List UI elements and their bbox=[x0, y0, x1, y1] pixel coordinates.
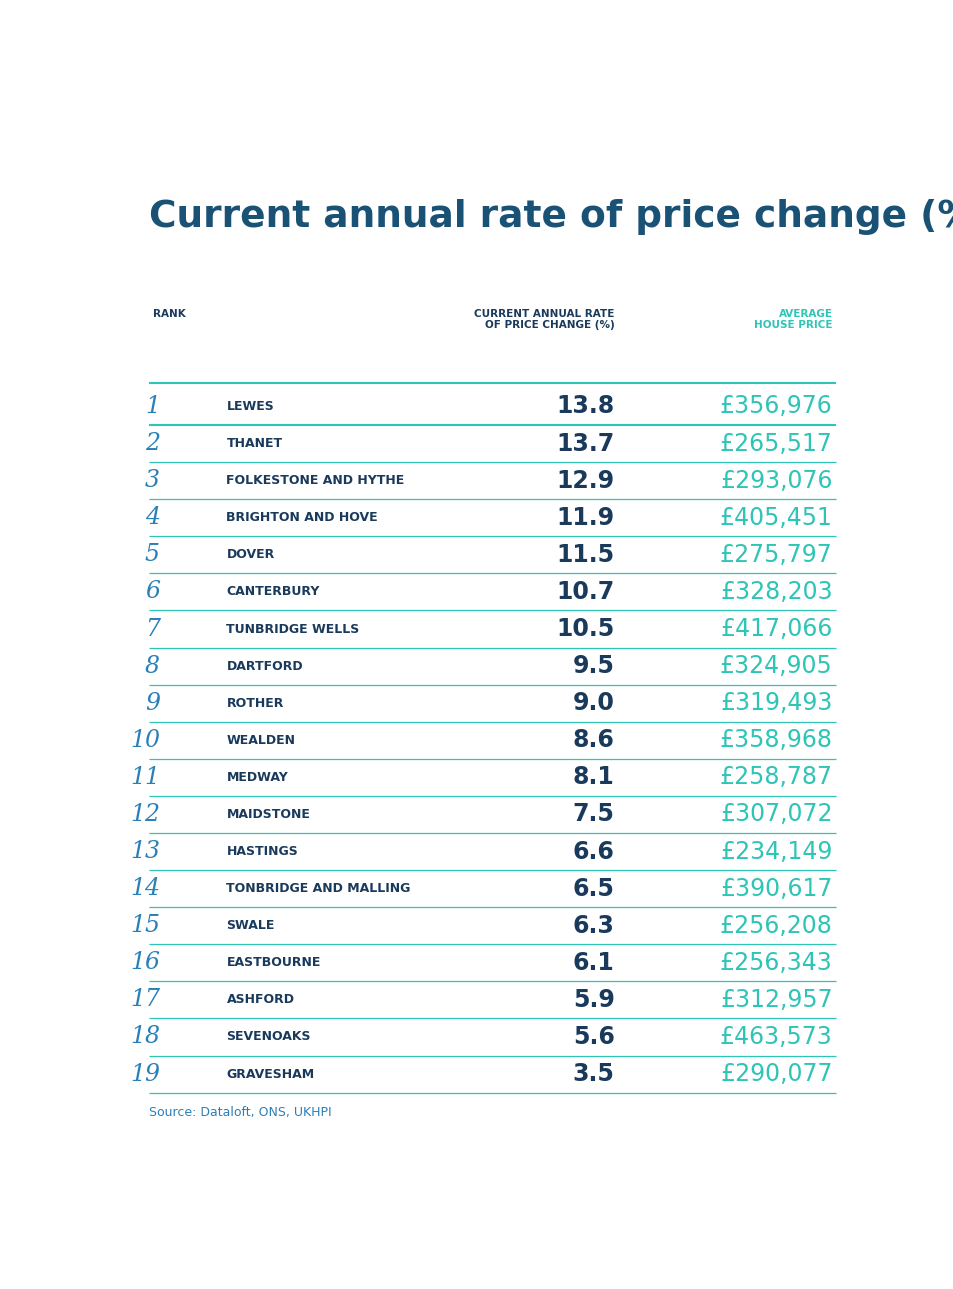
Text: SWALE: SWALE bbox=[226, 919, 274, 932]
Text: 9.5: 9.5 bbox=[572, 654, 614, 678]
Text: 12: 12 bbox=[130, 803, 160, 826]
Text: £258,787: £258,787 bbox=[719, 766, 832, 789]
Text: BRIGHTON AND HOVE: BRIGHTON AND HOVE bbox=[226, 512, 377, 525]
Text: 11.5: 11.5 bbox=[556, 543, 614, 567]
Text: CANTERBURY: CANTERBURY bbox=[226, 585, 319, 598]
Text: 8.6: 8.6 bbox=[572, 728, 614, 753]
Text: 9.0: 9.0 bbox=[572, 691, 614, 715]
Text: 10: 10 bbox=[130, 728, 160, 751]
Text: LEWES: LEWES bbox=[226, 400, 274, 412]
Text: £234,149: £234,149 bbox=[720, 839, 832, 864]
Text: £328,203: £328,203 bbox=[720, 580, 832, 605]
Text: 6.6: 6.6 bbox=[572, 839, 614, 864]
Text: 10.7: 10.7 bbox=[556, 580, 614, 605]
Text: 15: 15 bbox=[130, 914, 160, 937]
Text: 19: 19 bbox=[130, 1062, 160, 1085]
Text: £312,957: £312,957 bbox=[720, 987, 832, 1012]
Text: 11: 11 bbox=[130, 766, 160, 789]
Text: 9: 9 bbox=[145, 692, 160, 714]
Text: £293,076: £293,076 bbox=[720, 469, 832, 492]
Text: £256,208: £256,208 bbox=[720, 914, 832, 937]
Text: £390,617: £390,617 bbox=[720, 877, 832, 901]
Text: £265,517: £265,517 bbox=[720, 432, 832, 455]
Text: ASHFORD: ASHFORD bbox=[226, 994, 294, 1007]
Text: 14: 14 bbox=[130, 877, 160, 900]
Text: £275,797: £275,797 bbox=[720, 543, 832, 567]
Text: £256,343: £256,343 bbox=[720, 951, 832, 974]
Text: RANK: RANK bbox=[152, 308, 185, 318]
Text: CURRENT ANNUAL RATE
OF PRICE CHANGE (%): CURRENT ANNUAL RATE OF PRICE CHANGE (%) bbox=[474, 308, 614, 330]
Text: 1: 1 bbox=[145, 394, 160, 418]
Text: 2: 2 bbox=[145, 432, 160, 455]
Text: 13.8: 13.8 bbox=[556, 394, 614, 419]
Text: 5: 5 bbox=[145, 544, 160, 566]
Text: HASTINGS: HASTINGS bbox=[226, 846, 298, 858]
Text: 12.9: 12.9 bbox=[556, 469, 614, 492]
Text: 5.9: 5.9 bbox=[572, 987, 614, 1012]
Text: £307,072: £307,072 bbox=[720, 803, 832, 826]
Text: 8.1: 8.1 bbox=[572, 766, 614, 789]
Text: Current annual rate of price change (%): Current annual rate of price change (%) bbox=[149, 200, 953, 236]
Text: 7: 7 bbox=[145, 617, 160, 641]
Text: £319,493: £319,493 bbox=[720, 691, 832, 715]
Text: 6.1: 6.1 bbox=[572, 951, 614, 974]
Text: GRAVESHAM: GRAVESHAM bbox=[226, 1067, 314, 1080]
Text: £324,905: £324,905 bbox=[720, 654, 832, 678]
Text: 6: 6 bbox=[145, 580, 160, 603]
Text: £356,976: £356,976 bbox=[720, 394, 832, 419]
Text: WEALDEN: WEALDEN bbox=[226, 733, 295, 746]
Text: 18: 18 bbox=[130, 1026, 160, 1048]
Text: 6.3: 6.3 bbox=[572, 914, 614, 937]
Text: 13: 13 bbox=[130, 840, 160, 864]
Text: TONBRIDGE AND MALLING: TONBRIDGE AND MALLING bbox=[226, 882, 411, 895]
Text: EASTBOURNE: EASTBOURNE bbox=[226, 956, 320, 969]
Text: £417,066: £417,066 bbox=[720, 617, 832, 641]
Text: MEDWAY: MEDWAY bbox=[226, 771, 288, 784]
Text: THANET: THANET bbox=[226, 437, 282, 450]
Text: 10.5: 10.5 bbox=[556, 617, 614, 641]
Text: 11.9: 11.9 bbox=[556, 505, 614, 530]
Text: 5.6: 5.6 bbox=[572, 1025, 614, 1049]
Text: 8: 8 bbox=[145, 655, 160, 678]
Text: 17: 17 bbox=[130, 989, 160, 1012]
Text: Source: Dataloft, ONS, UKHPI: Source: Dataloft, ONS, UKHPI bbox=[149, 1106, 331, 1119]
Text: £358,968: £358,968 bbox=[719, 728, 832, 753]
Text: £463,573: £463,573 bbox=[720, 1025, 832, 1049]
Text: £405,451: £405,451 bbox=[720, 505, 832, 530]
Text: AVERAGE
HOUSE PRICE: AVERAGE HOUSE PRICE bbox=[754, 308, 832, 330]
Text: £290,077: £290,077 bbox=[720, 1062, 832, 1087]
Text: 4: 4 bbox=[145, 507, 160, 530]
Text: 16: 16 bbox=[130, 951, 160, 974]
Text: SEVENOAKS: SEVENOAKS bbox=[226, 1030, 311, 1044]
Text: DARTFORD: DARTFORD bbox=[226, 660, 303, 673]
Text: ROTHER: ROTHER bbox=[226, 696, 284, 710]
Text: 13.7: 13.7 bbox=[556, 432, 614, 455]
Text: FOLKESTONE AND HYTHE: FOLKESTONE AND HYTHE bbox=[226, 474, 404, 487]
Text: MAIDSTONE: MAIDSTONE bbox=[226, 808, 310, 821]
Text: 7.5: 7.5 bbox=[572, 803, 614, 826]
Text: 3.5: 3.5 bbox=[572, 1062, 614, 1087]
Text: TUNBRIDGE WELLS: TUNBRIDGE WELLS bbox=[226, 623, 359, 635]
Text: 6.5: 6.5 bbox=[572, 877, 614, 901]
Text: DOVER: DOVER bbox=[226, 548, 274, 561]
Text: 3: 3 bbox=[145, 469, 160, 492]
